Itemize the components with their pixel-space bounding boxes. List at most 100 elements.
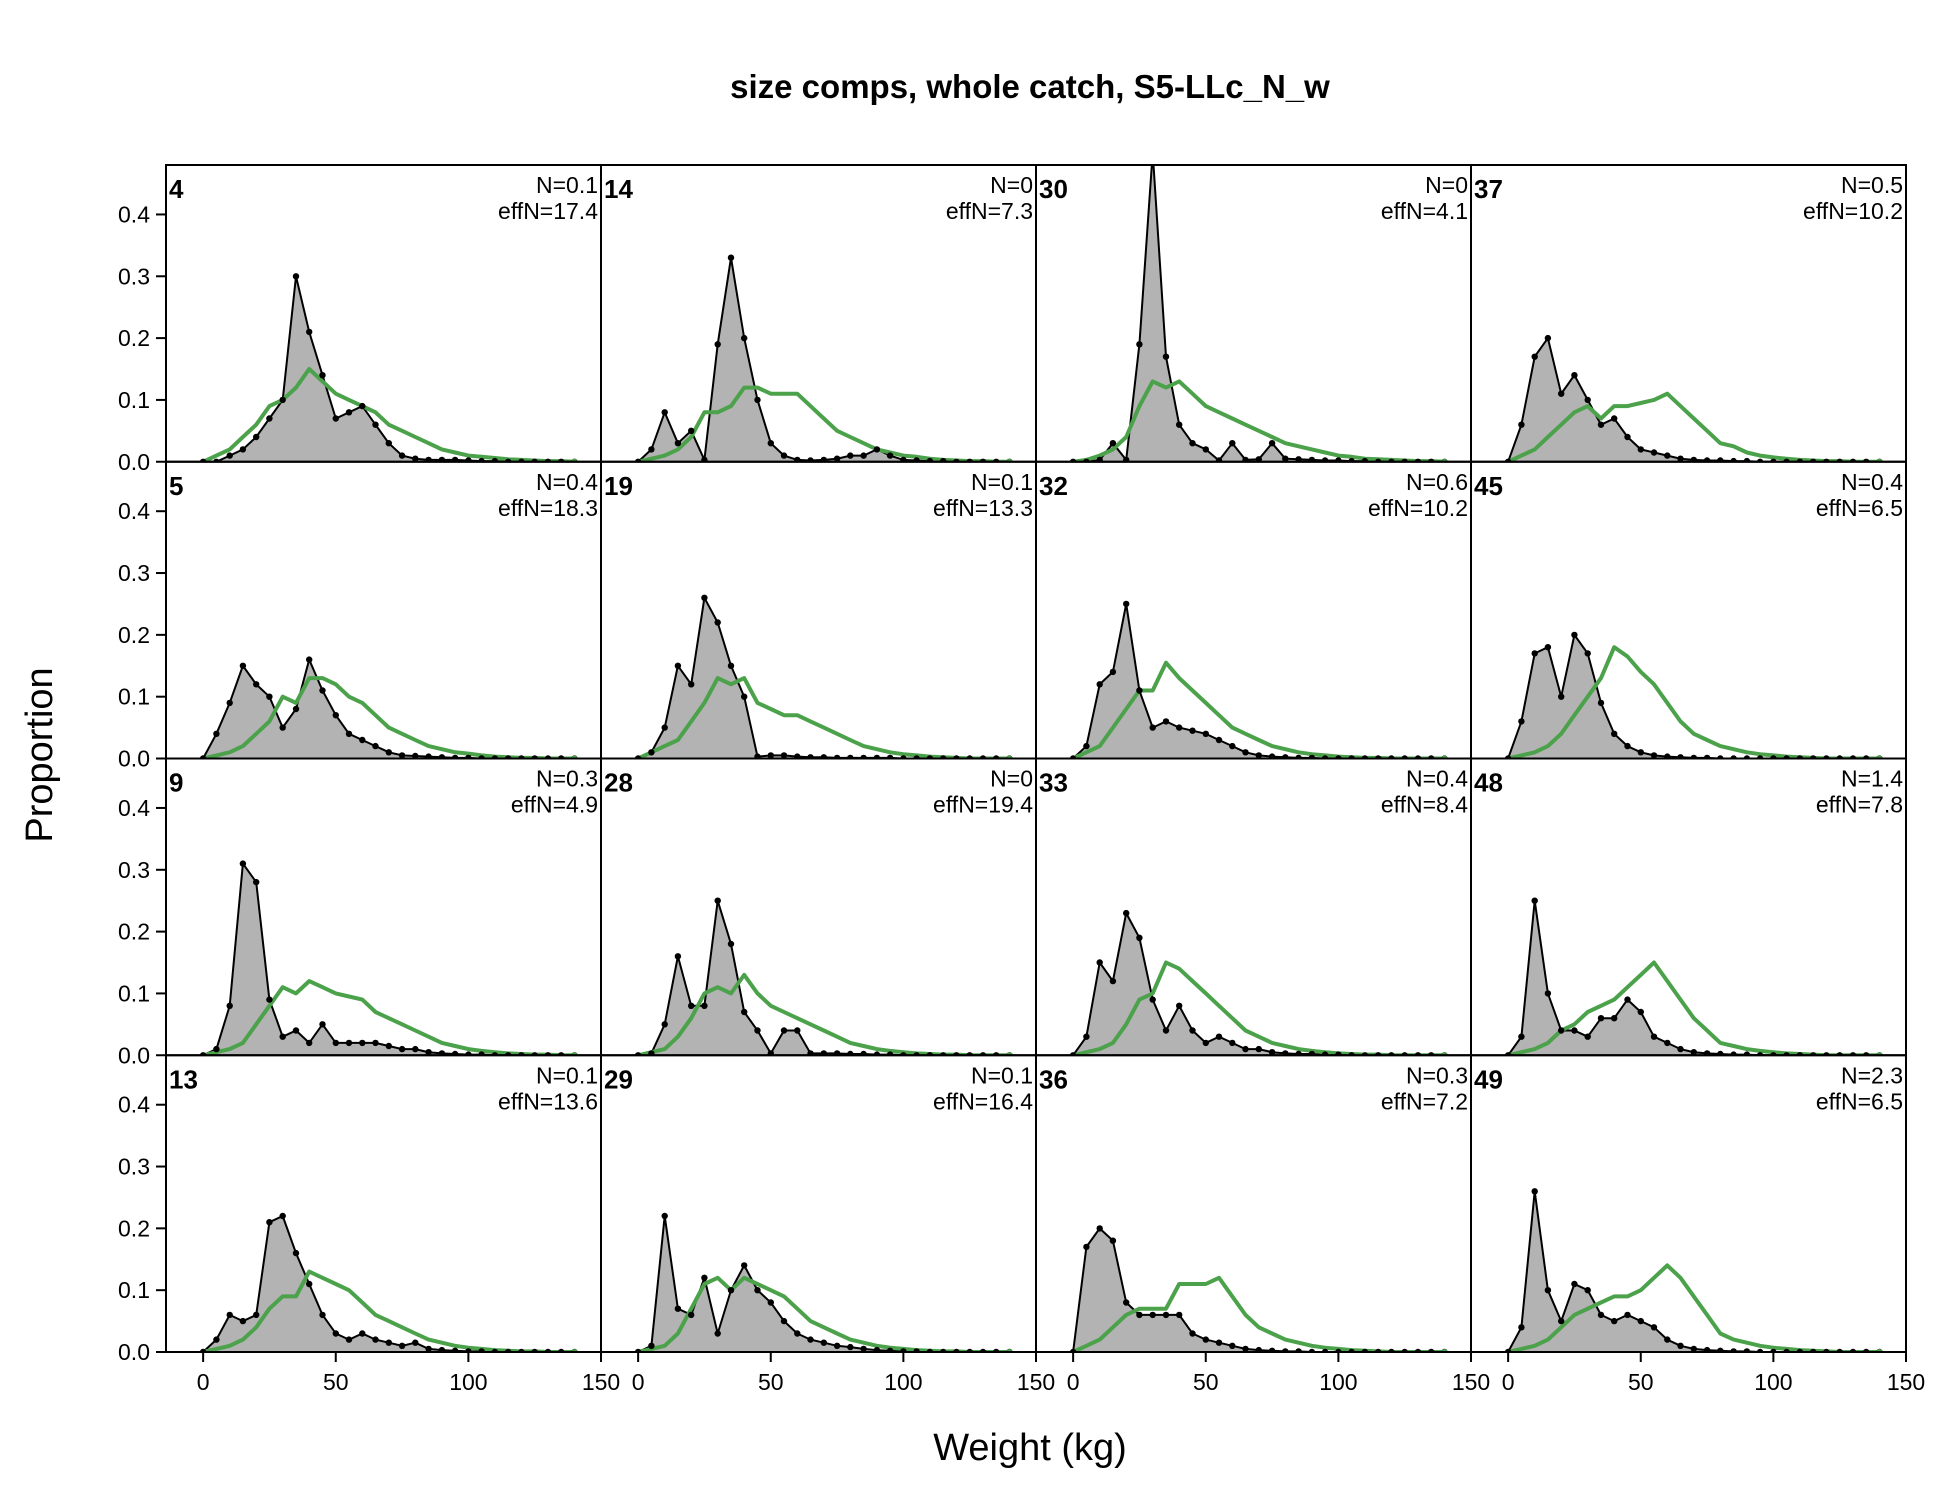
observed-point (820, 1050, 827, 1056)
x-tick-label: 150 (1017, 1369, 1055, 1395)
observed-point (1202, 1039, 1210, 1047)
observed-point (1242, 749, 1249, 756)
observed-point (873, 1346, 881, 1352)
observed-point (1242, 1045, 1249, 1053)
panel-plot-area (1471, 897, 1906, 1056)
observed-point (1571, 372, 1578, 379)
observed-point (359, 1330, 366, 1337)
observed-point (1109, 440, 1117, 447)
observed-point (714, 619, 721, 626)
observed-point (319, 372, 326, 379)
observed-area (1508, 1191, 1880, 1352)
y-axis-label: Proportion (19, 667, 61, 842)
observed-point (860, 1345, 867, 1352)
y-tick-label: 0.1 (118, 684, 150, 710)
observed-area (203, 659, 575, 759)
panel-label: 29 (604, 1064, 633, 1094)
panel-n: N=0.4 (536, 469, 598, 495)
x-tick-label: 100 (884, 1369, 922, 1395)
observed-point (412, 455, 419, 462)
observed-point (1584, 1033, 1591, 1040)
panel-effn: effN=16.4 (933, 1088, 1033, 1114)
x-tick-label: 50 (758, 1369, 784, 1395)
observed-point (1690, 1345, 1697, 1352)
panel-label: 19 (604, 471, 633, 501)
observed-point (1597, 699, 1605, 707)
observed-point (807, 1050, 814, 1056)
panel-label: 49 (1474, 1064, 1503, 1094)
observed-point (1295, 1050, 1302, 1056)
x-tick-label: 100 (1319, 1369, 1357, 1395)
observed-point (345, 730, 353, 737)
panel-n: N=0 (1425, 172, 1468, 198)
observed-point (239, 446, 247, 453)
observed-point (385, 1339, 392, 1346)
observed-point (1308, 1050, 1316, 1056)
panel-label: 36 (1039, 1064, 1068, 1094)
observed-point (372, 1039, 379, 1047)
observed-point (1176, 421, 1183, 428)
observed-point (1531, 897, 1538, 904)
observed-point (1229, 1039, 1236, 1047)
panel-plot-area (601, 254, 1036, 462)
observed-point (1136, 934, 1143, 941)
panel-plot-area (166, 273, 601, 462)
observed-point (873, 446, 881, 453)
x-tick-label: 150 (582, 1369, 620, 1395)
observed-point (372, 742, 379, 750)
observed-point (213, 1336, 220, 1343)
y-tick-label: 0.4 (118, 498, 150, 524)
observed-point (648, 1342, 655, 1350)
observed-point (833, 1342, 841, 1350)
observed-point (306, 656, 313, 663)
panel-effn: effN=7.3 (946, 198, 1033, 224)
observed-point (847, 1343, 854, 1351)
observed-point (1189, 727, 1196, 734)
expected-line (1072, 379, 1445, 462)
observed-point (1571, 631, 1578, 639)
observed-point (1677, 754, 1684, 759)
observed-point (359, 402, 366, 410)
observed-point (714, 1330, 721, 1337)
observed-point (438, 456, 446, 462)
observed-point (1202, 1336, 1210, 1343)
x-tick-label: 150 (1452, 1369, 1490, 1395)
panel-label: 48 (1474, 768, 1503, 798)
observed-point (1123, 456, 1130, 462)
observed-point (345, 1039, 353, 1047)
observed-point (398, 1045, 406, 1053)
observed-point (438, 1050, 446, 1056)
observed-point (648, 749, 655, 756)
observed-point (1703, 1346, 1711, 1352)
panel-label: 37 (1474, 174, 1503, 204)
observed-point (239, 1317, 247, 1325)
observed-point (292, 705, 300, 713)
observed-point (1268, 440, 1276, 447)
observed-point (1584, 650, 1591, 657)
observed-point (807, 457, 814, 462)
observed-point (1096, 456, 1103, 462)
observed-point (213, 730, 220, 737)
observed-point (754, 753, 761, 759)
panel-n: N=2.3 (1841, 1062, 1903, 1088)
observed-point (1083, 1243, 1090, 1251)
y-tick-label: 0.4 (118, 1092, 150, 1118)
observed-point (1637, 446, 1645, 453)
observed-point (1189, 440, 1196, 447)
observed-point (1624, 742, 1631, 750)
panel-n: N=0.4 (1841, 469, 1903, 495)
observed-point (292, 1027, 300, 1034)
observed-point (727, 1287, 735, 1294)
observed-point (1176, 1002, 1183, 1009)
observed-point (1215, 1339, 1223, 1346)
observed-point (1123, 909, 1130, 917)
observed-point (1242, 456, 1249, 462)
observed-point (688, 1002, 695, 1009)
observed-point (1650, 1033, 1658, 1040)
